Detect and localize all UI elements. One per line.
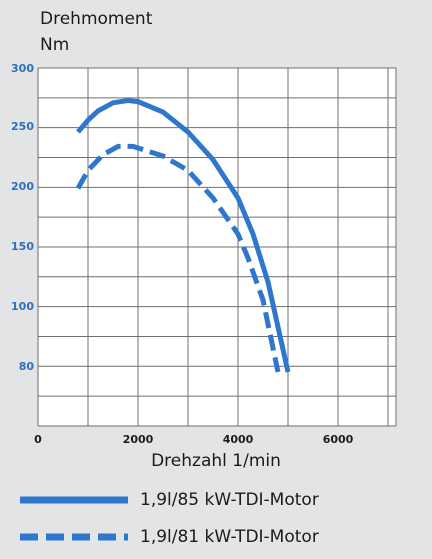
series-lines (75, 98, 291, 373)
x-tick-label: 6000 (323, 433, 354, 446)
legend-dashed-line-icon (20, 533, 128, 541)
y-axis-unit: Nm (40, 35, 70, 55)
y-tick-label: 250 (11, 120, 34, 133)
x-tick-label: 0 (34, 433, 42, 446)
y-tick-label: 100 (11, 300, 34, 313)
y-tick-label: 200 (11, 180, 34, 193)
x-tick-label: 4000 (223, 433, 254, 446)
x-axis-title: Drehzahl 1/min (151, 451, 281, 471)
legend-label-81kw: 1,9l/81 kW-TDI-Motor (140, 527, 319, 547)
tick-labels: 300 250 200 150 100 80 0 2000 4000 6000 (11, 62, 354, 446)
y-tick-label: 300 (11, 62, 34, 75)
legend-solid-line-icon (20, 496, 128, 504)
x-tick-label: 2000 (123, 433, 154, 446)
legend-label-85kw: 1,9l/85 kW-TDI-Motor (140, 490, 319, 510)
y-tick-label: 80 (19, 360, 35, 373)
y-tick-label: 150 (11, 240, 34, 253)
grid (37, 67, 397, 427)
series-line-81kw (75, 143, 281, 373)
y-axis-title: Drehmoment (40, 9, 153, 29)
series-line-85kw (76, 98, 291, 373)
